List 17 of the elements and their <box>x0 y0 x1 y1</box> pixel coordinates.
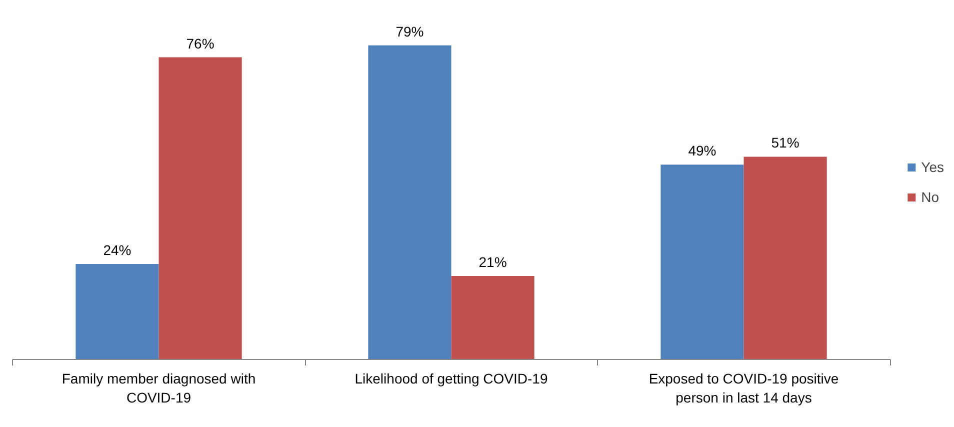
bar <box>158 57 242 360</box>
data-label: 79% <box>396 23 424 40</box>
bar <box>451 276 534 360</box>
bar <box>744 156 827 360</box>
bar <box>660 164 744 360</box>
x-tick-label: Exposed to COVID-19 positive person in last 14 days <box>648 370 839 406</box>
bar <box>368 45 452 360</box>
data-label: 49% <box>688 142 716 159</box>
x-tick-label: Family member diagnosed with COVID-19 <box>62 370 256 406</box>
legend-label: Yes <box>921 158 944 174</box>
data-label: 24% <box>103 242 132 258</box>
x-tick-label: Likelihood of getting COVID-19 <box>354 370 548 386</box>
legend-label: No <box>921 188 940 204</box>
data-label: 21% <box>478 254 507 270</box>
bar <box>76 264 159 360</box>
data-label: 51% <box>771 134 800 151</box>
data-label: 76% <box>186 35 214 52</box>
